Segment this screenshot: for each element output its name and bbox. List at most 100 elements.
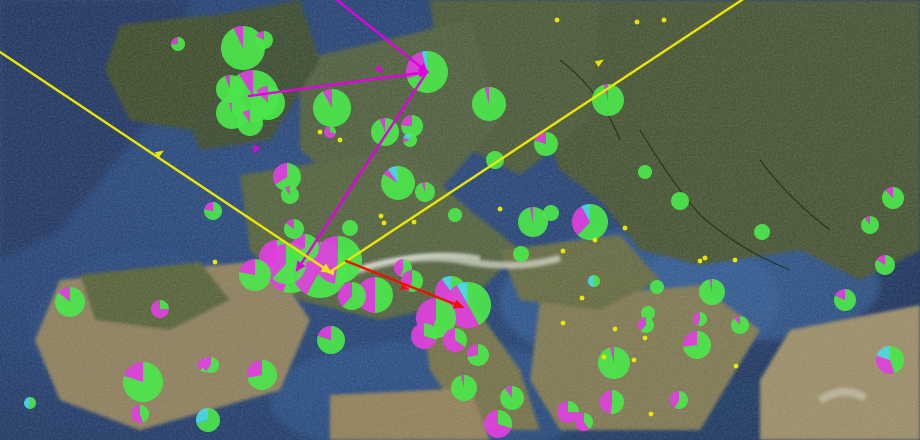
- pie-marker[interactable]: [414, 182, 435, 202]
- pie-marker[interactable]: [171, 37, 185, 52]
- flow-route-2[interactable]: [0, 50, 332, 274]
- pie-marker[interactable]: [572, 204, 608, 240]
- pie-marker[interactable]: [693, 312, 707, 326]
- pie-marker[interactable]: [196, 408, 221, 433]
- pie-marker[interactable]: [599, 390, 624, 414]
- minor-site-dot[interactable]: [634, 19, 640, 25]
- pie-marker[interactable]: [543, 205, 559, 221]
- pie-marker[interactable]: [403, 133, 418, 147]
- pie-marker[interactable]: [237, 109, 264, 136]
- minor-site-dot[interactable]: [733, 363, 739, 369]
- pie-marker[interactable]: [486, 151, 504, 169]
- pie-marker[interactable]: [683, 331, 711, 360]
- flow-route-3[interactable]: [344, 259, 465, 309]
- pie-marker[interactable]: [534, 132, 559, 156]
- pie-marker[interactable]: [448, 208, 462, 222]
- pie-marker[interactable]: [876, 346, 904, 374]
- minor-site-dot[interactable]: [337, 137, 343, 143]
- pie-marker[interactable]: [281, 186, 300, 204]
- minor-site-dot[interactable]: [560, 248, 566, 254]
- pie-marker[interactable]: [557, 401, 579, 423]
- pie-marker[interactable]: [730, 316, 749, 335]
- flow-route-1b[interactable]: [247, 68, 430, 98]
- minor-site-dot[interactable]: [411, 219, 417, 225]
- pie-slice-green: [584, 413, 593, 430]
- pie-marker[interactable]: [882, 187, 904, 209]
- pie-marker[interactable]: [247, 360, 278, 391]
- minor-site-dot[interactable]: [601, 354, 607, 360]
- pie-marker[interactable]: [450, 375, 477, 401]
- pie-marker[interactable]: [671, 192, 689, 210]
- pie-marker[interactable]: [833, 289, 857, 311]
- pie-marker[interactable]: [484, 410, 512, 439]
- minor-site-dot[interactable]: [697, 258, 703, 264]
- pie-slice-green: [486, 151, 504, 169]
- pie-marker[interactable]: [641, 306, 655, 320]
- minor-site-dot[interactable]: [212, 259, 218, 265]
- minor-site-dot[interactable]: [661, 17, 667, 23]
- minor-site-dot[interactable]: [622, 225, 628, 231]
- pie-marker[interactable]: [151, 300, 169, 318]
- pie-marker[interactable]: [221, 26, 265, 70]
- pie-marker[interactable]: [513, 246, 529, 262]
- minor-site-dot[interactable]: [317, 129, 323, 135]
- pie-marker[interactable]: [342, 220, 358, 236]
- pie-marker[interactable]: [670, 391, 688, 409]
- minor-site-dot[interactable]: [381, 220, 387, 226]
- minor-site-dot[interactable]: [579, 295, 585, 301]
- minor-site-dot[interactable]: [612, 326, 618, 332]
- pie-slice-magenta: [247, 360, 262, 378]
- pie-marker[interactable]: [467, 344, 490, 366]
- pie-marker[interactable]: [24, 397, 37, 410]
- pie-marker[interactable]: [597, 347, 630, 379]
- minor-site-dot[interactable]: [732, 257, 738, 263]
- pie-marker[interactable]: [443, 328, 468, 352]
- minor-site-dot[interactable]: [642, 335, 648, 341]
- pie-marker[interactable]: [239, 259, 271, 292]
- pie-marker[interactable]: [204, 202, 222, 220]
- pie-marker[interactable]: [317, 326, 346, 354]
- pie-marker[interactable]: [381, 166, 416, 200]
- pie-marker[interactable]: [313, 236, 362, 284]
- pie-marker[interactable]: [874, 255, 895, 275]
- pie-marker[interactable]: [337, 282, 366, 310]
- pie-marker[interactable]: [517, 207, 548, 238]
- pie-marker[interactable]: [313, 89, 351, 128]
- minor-site-dot[interactable]: [592, 237, 598, 243]
- minor-site-dot[interactable]: [560, 320, 566, 326]
- pie-marker[interactable]: [324, 126, 336, 138]
- pie-marker[interactable]: [216, 75, 245, 104]
- pie-marker[interactable]: [122, 362, 163, 403]
- flow-route-1c[interactable]: [295, 70, 429, 273]
- pie-marker[interactable]: [266, 244, 306, 284]
- minor-site-dot[interactable]: [702, 255, 708, 261]
- pie-marker[interactable]: [754, 224, 770, 240]
- flow-route-2b[interactable]: [328, 0, 760, 274]
- pie-marker[interactable]: [699, 279, 726, 305]
- pie-marker[interactable]: [574, 413, 593, 431]
- pie-marker[interactable]: [472, 87, 506, 122]
- pie-marker[interactable]: [588, 275, 600, 287]
- pie-marker[interactable]: [284, 219, 304, 239]
- pie-marker[interactable]: [203, 357, 219, 374]
- minor-site-dot[interactable]: [631, 357, 637, 363]
- pie-marker[interactable]: [650, 280, 664, 294]
- pie-marker[interactable]: [273, 163, 302, 191]
- pie-marker[interactable]: [131, 405, 150, 423]
- pie-marker[interactable]: [638, 165, 652, 179]
- pie-marker[interactable]: [638, 317, 655, 334]
- pie-marker[interactable]: [861, 216, 879, 234]
- pie-slice-magenta: [171, 37, 178, 45]
- pie-marker[interactable]: [255, 31, 274, 49]
- pie-marker[interactable]: [54, 287, 85, 318]
- minor-site-dot[interactable]: [378, 213, 384, 219]
- pie-marker[interactable]: [411, 323, 437, 350]
- minor-site-dot[interactable]: [554, 17, 560, 23]
- pie-marker[interactable]: [401, 115, 424, 137]
- minor-site-dot[interactable]: [648, 411, 654, 417]
- minor-site-dot[interactable]: [497, 206, 503, 212]
- flow-route-1a[interactable]: [322, 0, 429, 74]
- pie-marker[interactable]: [499, 386, 524, 411]
